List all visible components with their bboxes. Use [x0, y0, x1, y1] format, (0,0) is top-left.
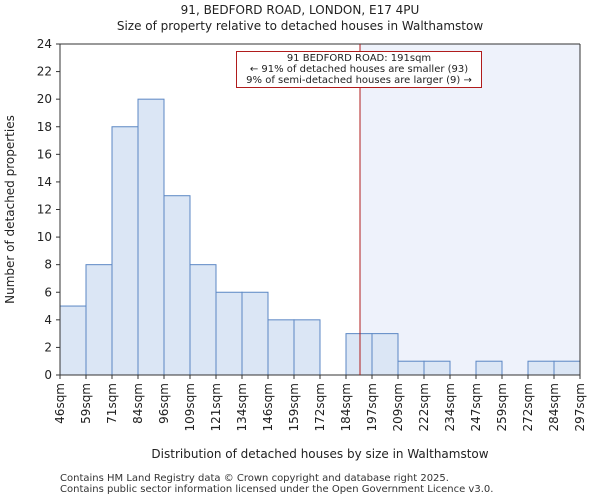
x-tick-label: 59sqm: [79, 383, 93, 424]
x-tick-label: 234sqm: [443, 383, 457, 431]
bar: [553, 360, 581, 376]
x-tick-label: 222sqm: [417, 383, 431, 431]
footer-line-1: Contains HM Land Registry data © Crown c…: [60, 473, 449, 484]
bar: [137, 98, 165, 376]
bar: [527, 360, 555, 376]
x-tick-label: 46sqm: [53, 383, 67, 424]
y-tick-label: 2: [44, 340, 52, 354]
annotation-line-3: 9% of semi-detached houses are larger (9…: [246, 75, 472, 86]
x-tick-label: 172sqm: [313, 383, 327, 431]
y-tick-label: 24: [37, 37, 52, 51]
y-tick-label: 10: [37, 230, 52, 244]
x-tick-label: 272sqm: [521, 383, 535, 431]
x-tick-label: 259sqm: [495, 383, 509, 431]
bar: [85, 264, 113, 376]
y-tick-label: 4: [44, 313, 52, 327]
x-tick-label: 96sqm: [157, 383, 171, 424]
y-tick-label: 16: [37, 147, 52, 161]
x-tick-label: 146sqm: [261, 383, 275, 431]
bar: [111, 126, 139, 376]
bar: [397, 360, 425, 376]
bar: [293, 319, 321, 376]
y-tick-label: 6: [44, 285, 52, 299]
x-tick-label: 109sqm: [183, 383, 197, 431]
x-tick-label: 84sqm: [131, 383, 145, 424]
bar: [59, 305, 87, 376]
y-tick-label: 18: [37, 120, 52, 134]
chart-title: 91, BEDFORD ROAD, LONDON, E17 4PU: [180, 3, 420, 17]
property-annotation: 91 BEDFORD ROAD: 191sqm ← 91% of detache…: [236, 51, 482, 88]
chart-subtitle: Size of property relative to detached ho…: [116, 19, 484, 33]
y-tick-label: 12: [37, 203, 52, 217]
annotation-line-1: 91 BEDFORD ROAD: 191sqm: [286, 53, 432, 64]
bar: [163, 195, 191, 376]
x-tick-label: 159sqm: [287, 383, 301, 431]
y-tick-label: 22: [37, 65, 52, 79]
y-axis-title: Number of detached properties: [3, 115, 17, 304]
footer-line-2: Contains public sector information licen…: [60, 484, 494, 495]
x-tick-label: 184sqm: [339, 383, 353, 431]
x-tick-label: 134sqm: [235, 383, 249, 431]
y-tick-label: 0: [44, 368, 52, 382]
x-tick-label: 121sqm: [209, 383, 223, 431]
y-tick-label: 20: [37, 92, 52, 106]
x-tick-label: 247sqm: [469, 383, 483, 431]
bar: [241, 291, 269, 376]
bar: [475, 360, 503, 376]
x-tick-label: 284sqm: [547, 383, 561, 431]
annotation-line-2: ← 91% of detached houses are smaller (93…: [249, 64, 469, 75]
x-axis-title: Distribution of detached houses by size …: [151, 447, 488, 461]
x-tick-label: 297sqm: [573, 383, 587, 431]
bar: [189, 264, 217, 376]
bar: [215, 291, 243, 376]
y-tick-label: 14: [37, 175, 52, 189]
bar: [371, 333, 399, 376]
x-tick-label: 71sqm: [105, 383, 119, 424]
x-tick-label: 209sqm: [391, 383, 405, 431]
y-tick-label: 8: [44, 258, 52, 272]
x-tick-label: 197sqm: [365, 383, 379, 431]
bar: [423, 360, 451, 376]
highlight-region: [360, 44, 580, 375]
bar: [267, 319, 295, 376]
bar: [345, 333, 373, 376]
